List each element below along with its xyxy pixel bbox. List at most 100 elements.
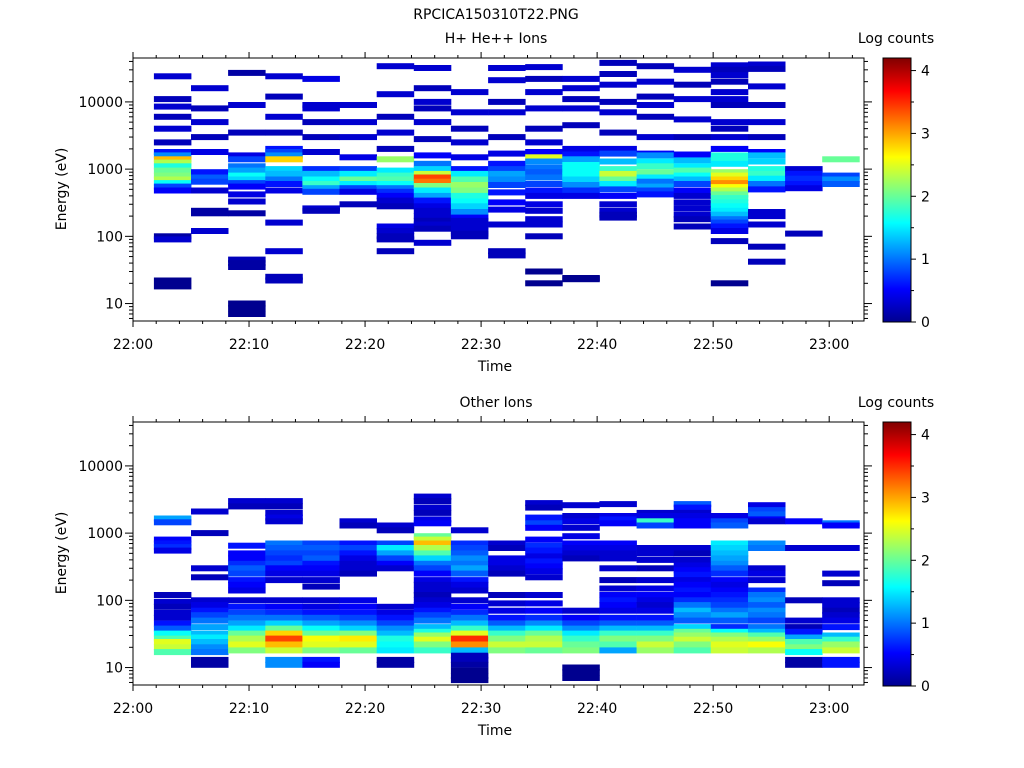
heatmap-cell: [450, 661, 489, 668]
colorbar-tick-label: 2: [921, 189, 930, 205]
heatmap-cell: [413, 577, 452, 584]
heatmap-cell: [748, 636, 786, 643]
heatmap-cell: [265, 113, 303, 120]
heatmap-cell: [265, 152, 303, 159]
heatmap-cell: [191, 602, 229, 609]
heatmap-cell: [413, 221, 452, 228]
heatmap-cell: [265, 503, 303, 510]
heatmap-cell: [488, 607, 526, 614]
heatmap-cell: [525, 169, 563, 176]
heatmap-cell: [265, 219, 303, 226]
heatmap-cell: [228, 156, 266, 163]
heatmap-cell: [673, 624, 712, 631]
heatmap-cell: [673, 66, 712, 73]
heatmap-cell: [673, 205, 712, 212]
heatmap-cell: [673, 607, 712, 614]
heatmap-cell: [191, 508, 229, 515]
y-tick-label: 10000: [78, 459, 123, 475]
heatmap-cell: [339, 176, 377, 183]
heatmap-cell: [748, 119, 786, 126]
heatmap-cell: [376, 620, 415, 627]
heatmap-cell: [265, 149, 303, 155]
heatmap-cell: [302, 625, 340, 632]
heatmap-cell: [450, 597, 489, 604]
heatmap-cell: [413, 624, 452, 631]
plot-axes: 22:00 22:10 22:20 22:30 22:40 22:50 23:00 10 100…: [78, 52, 872, 353]
heatmap-cell: [710, 134, 749, 141]
heatmap-cell: [413, 98, 452, 105]
heatmap-cell: [450, 641, 489, 648]
heatmap-cell: [265, 565, 303, 572]
heatmap-cell: [636, 518, 675, 525]
heatmap-cell: [488, 630, 526, 637]
heatmap-cell: [748, 170, 786, 177]
heatmap-cell: [748, 570, 786, 577]
heatmap-cell: [302, 614, 340, 621]
heatmap-cell: [413, 160, 452, 167]
heatmap-cell: [376, 172, 415, 179]
heatmap-cell: [153, 649, 192, 656]
heatmap-cell: [710, 647, 749, 654]
heatmap-cell: [302, 641, 340, 648]
heatmap-cell: [562, 540, 600, 547]
heatmap-cell: [339, 119, 377, 126]
heatmap-cell: [488, 150, 526, 157]
heatmap-cell: [822, 172, 860, 179]
heatmap-cell: [191, 607, 229, 614]
heatmap-cell: [413, 647, 452, 654]
heatmap-cell: [339, 188, 377, 195]
heatmap-cell: [450, 625, 489, 632]
heatmap-cell: [785, 624, 823, 631]
colorbar-gradient: [882, 421, 912, 687]
heatmap-cell: [562, 533, 600, 540]
heatmap-cell: [413, 239, 452, 246]
heatmap-cell: [265, 577, 303, 584]
heatmap-cell: [450, 587, 489, 594]
heatmap-cell: [636, 78, 675, 85]
heatmap-cell: [265, 170, 303, 177]
heatmap-cell: [265, 570, 303, 577]
heatmap-cell: [339, 555, 377, 562]
heatmap-cell: [525, 574, 563, 581]
heatmap-cell: [413, 520, 452, 527]
heatmap-cell: [265, 187, 303, 194]
heatmap-cell: [785, 185, 823, 192]
heatmap-cell: [525, 625, 563, 632]
heatmap-cell: [153, 609, 192, 616]
heatmap-cell: [562, 607, 600, 614]
heatmap-cell: [488, 182, 526, 188]
heatmap-cell: [488, 160, 526, 167]
heatmap-cell: [562, 555, 600, 562]
heatmap-cell: [785, 518, 823, 525]
heatmap-cell: [488, 189, 526, 196]
heatmap-cell: [710, 617, 749, 624]
heatmap-cell: [710, 602, 749, 609]
heatmap-cell: [413, 174, 452, 181]
heatmap-cell: [673, 163, 712, 170]
heatmap-cell: [302, 166, 340, 173]
heatmap-cell: [748, 152, 786, 159]
heatmap-cell: [673, 211, 712, 218]
heatmap-cell: [710, 280, 749, 287]
heatmap-cell: [450, 581, 489, 588]
heatmap-cell: [450, 647, 489, 654]
heatmap-cell: [339, 635, 377, 642]
heatmap-cell: [822, 617, 860, 624]
heatmap-cell: [562, 182, 600, 188]
heatmap-cell: [228, 620, 266, 627]
heatmap-cell: [153, 603, 192, 610]
heatmap-cell: [710, 119, 749, 126]
heatmap-cell: [636, 169, 675, 176]
heatmap-cell: [673, 522, 712, 529]
heatmap-cell: [599, 540, 637, 547]
heatmap-cell: [710, 152, 749, 159]
heatmap-cell: [413, 136, 452, 143]
heatmap-cell: [450, 125, 489, 132]
heatmap-cell: [228, 498, 266, 505]
heatmap-cell: [302, 583, 340, 590]
heatmap-cell: [191, 617, 229, 624]
heatmap-cell: [191, 656, 229, 663]
x-tick-label: 22:20: [345, 337, 385, 353]
heatmap-cell: [339, 565, 377, 572]
heatmap-cell: [191, 644, 229, 651]
